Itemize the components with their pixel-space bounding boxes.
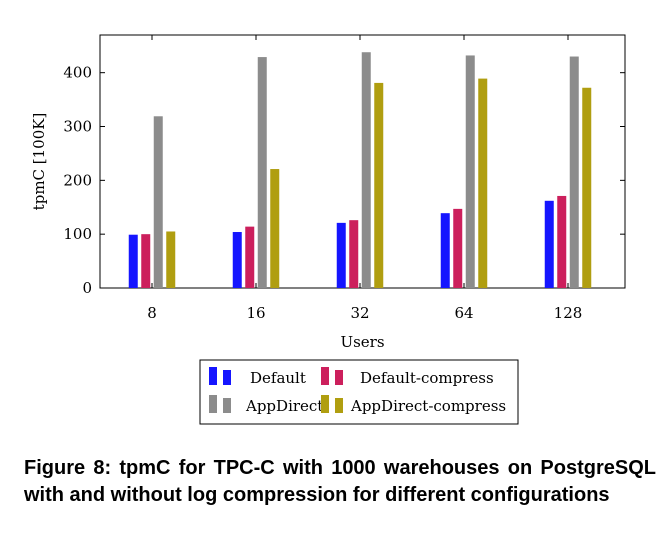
bar-appdirect — [569, 56, 579, 288]
y-tick-label: 400 — [63, 64, 92, 82]
legend-box — [199, 359, 519, 425]
legend-swatch-default-compress — [335, 370, 343, 385]
bar-default — [232, 232, 242, 288]
bar-appdirect-compress — [374, 82, 384, 288]
legend-swatch-appdirect — [209, 395, 217, 413]
bar-default-compress — [349, 220, 359, 288]
caption-label: Figure 8: — [24, 457, 112, 479]
bar-chart: 0 100 200 300 400 8 16 32 64 128 Users tpmC [100K] D… — [30, 34, 626, 425]
x-tick-label: 128 — [554, 304, 583, 322]
bar-default-compress — [557, 195, 567, 288]
bar-appdirect-compress — [582, 87, 592, 288]
x-tick-label: 8 — [147, 304, 157, 322]
legend-label-default: Default — [250, 369, 306, 387]
bar-appdirect — [153, 116, 163, 288]
bar-appdirect-compress — [478, 78, 488, 288]
legend-swatch-default — [223, 370, 231, 385]
bar-default-compress — [141, 234, 151, 288]
legend-label-appdirect-compress: AppDirect-compress — [350, 397, 506, 415]
caption-text: tpmC for TPC-C with 1000 warehouses on P… — [24, 457, 657, 506]
bar-appdirect — [257, 57, 267, 288]
bar-default — [128, 234, 138, 288]
legend-swatch-appdirect-compress — [335, 398, 343, 413]
x-axis-label: Users — [340, 333, 384, 351]
legend-label-default-compress: Default-compress — [360, 369, 494, 387]
bar-appdirect-compress — [166, 231, 176, 288]
bar-appdirect — [465, 55, 475, 288]
figure-caption: Figure 8: tpmC for TPC-C with 1000 wareh… — [24, 455, 656, 509]
y-tick-label: 100 — [63, 225, 92, 243]
bar-appdirect — [361, 52, 371, 289]
y-tick-label: 300 — [63, 118, 92, 136]
x-tick-label: 32 — [350, 304, 369, 322]
legend-swatch-appdirect — [223, 398, 231, 413]
x-tick-label: 16 — [246, 304, 265, 322]
bar-default — [336, 222, 346, 288]
bar-default-compress — [245, 226, 255, 288]
legend-swatch-default-compress — [321, 367, 329, 385]
legend-label-appdirect: AppDirect — [245, 397, 323, 415]
bar-appdirect-compress — [270, 169, 280, 288]
y-tick-label: 0 — [82, 279, 92, 297]
legend-swatch-default — [209, 367, 217, 385]
y-axis-label: tpmC [100K] — [30, 113, 48, 211]
bar-default-compress — [453, 208, 463, 288]
legend-swatch-appdirect-compress — [321, 395, 329, 413]
x-tick-label: 64 — [454, 304, 473, 322]
bar-default — [544, 200, 554, 288]
bar-default — [440, 213, 450, 288]
y-tick-label: 200 — [63, 171, 92, 189]
